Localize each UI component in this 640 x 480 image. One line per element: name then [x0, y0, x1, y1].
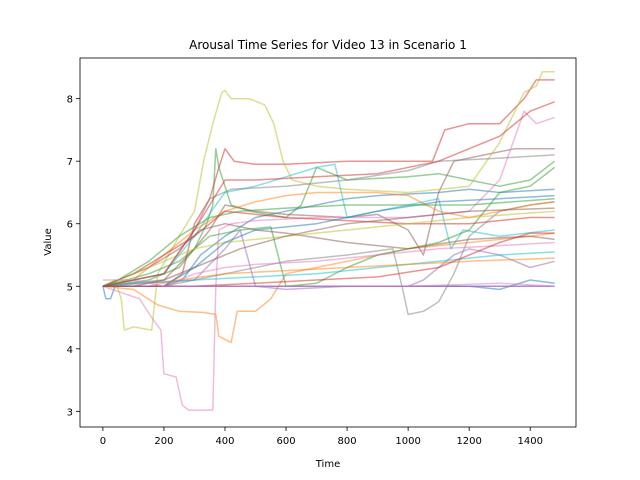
series-line-9: [102, 71, 555, 331]
series-line-24: [102, 232, 555, 288]
series-line-22: [102, 257, 555, 288]
series-line-23: [102, 197, 555, 287]
series-line-6: [102, 147, 555, 288]
y-tick-label: 6: [67, 220, 73, 231]
series-line-28: [102, 101, 555, 288]
x-tick-label: 800: [338, 436, 357, 447]
y-tick-label: 8: [67, 95, 73, 106]
y-tick-label: 5: [67, 282, 73, 293]
y-axis: 3 4 5 6 7 8: [67, 95, 80, 418]
x-tick-label: 600: [276, 436, 295, 447]
x-axis: 0 200 400 600 800 1000 1200 1400: [100, 427, 543, 447]
x-tick-label: 1400: [517, 436, 542, 447]
y-tick-label: 4: [67, 345, 73, 356]
series-line-12: [102, 191, 555, 288]
y-tick-label: 3: [67, 407, 73, 418]
x-axis-label: Time: [315, 459, 340, 470]
series-line-19: [102, 210, 555, 287]
series-line-4: [102, 79, 555, 288]
y-axis-label: Value: [43, 228, 54, 255]
series-line-21: [102, 194, 555, 288]
axes-frame: [79, 57, 577, 428]
x-tick-label: 400: [215, 436, 234, 447]
series-line-27: [102, 279, 555, 288]
x-tick-label: 1000: [395, 436, 420, 447]
chart-title: Arousal Time Series for Video 13 in Scen…: [189, 38, 467, 52]
series-line-16: [102, 222, 555, 287]
x-tick-label: 0: [100, 436, 106, 447]
x-tick-label: 1200: [456, 436, 481, 447]
series-line-14: [102, 210, 555, 287]
plot-area: [102, 71, 556, 411]
y-tick-label: 7: [67, 157, 73, 168]
x-tick-label: 200: [154, 436, 173, 447]
series-line-8: [102, 201, 555, 316]
